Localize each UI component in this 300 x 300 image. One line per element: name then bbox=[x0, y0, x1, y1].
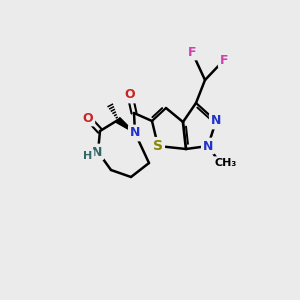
Text: N: N bbox=[211, 115, 221, 128]
Text: N: N bbox=[203, 140, 213, 152]
Text: N: N bbox=[92, 146, 102, 158]
Text: N: N bbox=[130, 127, 140, 140]
Text: O: O bbox=[83, 112, 93, 124]
Text: H: H bbox=[83, 151, 93, 161]
Text: F: F bbox=[220, 53, 228, 67]
Text: F: F bbox=[188, 46, 196, 59]
Text: O: O bbox=[125, 88, 135, 101]
Text: S: S bbox=[153, 139, 163, 153]
Text: CH₃: CH₃ bbox=[215, 158, 237, 168]
Polygon shape bbox=[116, 118, 135, 133]
